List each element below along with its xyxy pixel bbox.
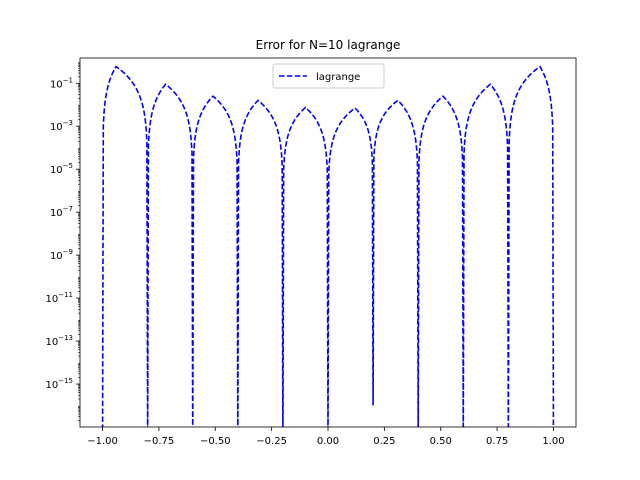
x-tick-label: 0.50	[430, 436, 452, 447]
y-tick-label: 10−5	[50, 162, 73, 176]
y-tick-label: 10−1	[50, 76, 73, 90]
x-tick-label: −0.25	[256, 436, 287, 447]
x-axis: −1.00 −0.75 −0.50 −0.25 0.00 0.25 0.50 0.75 1.00	[87, 427, 565, 447]
chart-title: Error for N=10 lagrange	[256, 38, 401, 52]
y-tick-label: 10−3	[50, 119, 73, 133]
y-axis: 10−1 10−3 10−5 10−7 10−9 10−11 10−13 10−15	[45, 62, 80, 421]
x-tick-label: 0.75	[486, 436, 508, 447]
y-tick-label: 10−15	[45, 377, 73, 391]
legend-label: lagrange	[316, 72, 360, 83]
legend: lagrange	[272, 63, 385, 89]
x-tick-label: 0.25	[373, 436, 395, 447]
x-tick-label: −0.75	[144, 436, 175, 447]
y-tick-label: 10−11	[45, 291, 73, 305]
series-line-lagrange	[101, 65, 555, 427]
x-tick-label: −0.50	[200, 436, 231, 447]
y-tick-label: 10−13	[45, 334, 73, 348]
x-tick-label: 0.00	[317, 436, 339, 447]
y-tick-label: 10−9	[50, 248, 73, 262]
x-tick-label: 1.00	[542, 436, 564, 447]
y-tick-label: 10−7	[50, 205, 73, 219]
legend-box	[272, 63, 385, 89]
x-tick-label: −1.00	[87, 436, 118, 447]
